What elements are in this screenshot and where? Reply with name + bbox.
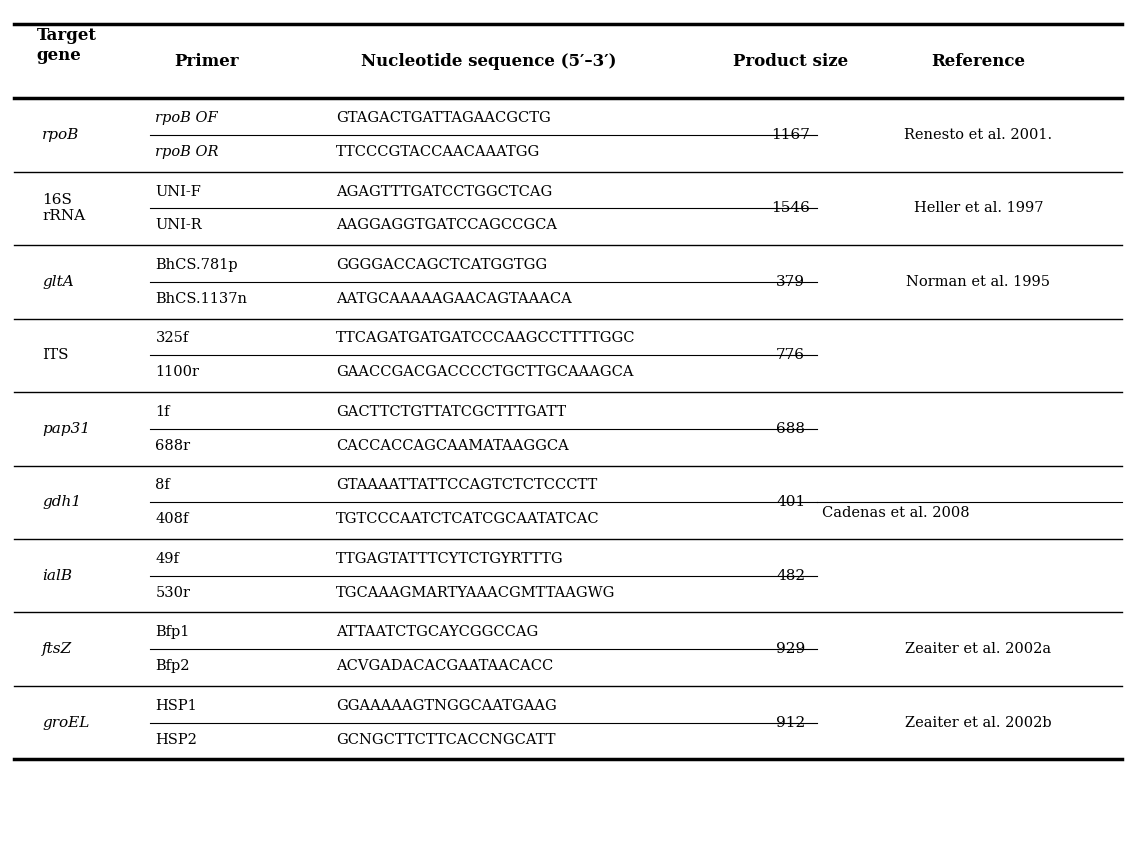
Text: rpoB OF: rpoB OF xyxy=(156,111,218,125)
Text: TTGAGTATTTCYTCTGYRTTTG: TTGAGTATTTCYTCTGYRTTTG xyxy=(336,552,563,566)
Text: Heller et al. 1997: Heller et al. 1997 xyxy=(913,201,1043,215)
Text: GGAAAAAGTNGGCAATGAAG: GGAAAAAGTNGGCAATGAAG xyxy=(336,699,557,713)
Text: 912: 912 xyxy=(776,716,805,729)
Text: Zeaiter et al. 2002a: Zeaiter et al. 2002a xyxy=(905,643,1052,656)
Text: Product size: Product size xyxy=(733,53,849,70)
Text: 8f: 8f xyxy=(156,479,170,492)
Text: GCNGCTTCTTCACCNGCATT: GCNGCTTCTTCACCNGCATT xyxy=(336,733,556,746)
Text: GGGGACCAGCTCATGGTGG: GGGGACCAGCTCATGGTGG xyxy=(336,258,548,272)
Text: BhCS.781p: BhCS.781p xyxy=(156,258,239,272)
Text: ialB: ialB xyxy=(42,569,73,583)
Text: rpoB OR: rpoB OR xyxy=(156,144,219,159)
Text: 1100r: 1100r xyxy=(156,366,200,379)
Text: 776: 776 xyxy=(776,348,805,362)
Text: 325f: 325f xyxy=(156,332,189,345)
Text: Zeaiter et al. 2002b: Zeaiter et al. 2002b xyxy=(905,716,1052,729)
Text: 379: 379 xyxy=(776,275,805,289)
Text: TTCAGATGATGATCCCAAGCCTTTTGGC: TTCAGATGATGATCCCAAGCCTTTTGGC xyxy=(336,332,636,345)
Text: Norman et al. 1995: Norman et al. 1995 xyxy=(907,275,1051,289)
Text: TGTCCCAATCTCATCGCAATATCAC: TGTCCCAATCTCATCGCAATATCAC xyxy=(336,513,600,526)
Text: 688: 688 xyxy=(776,422,805,436)
Text: gdh1: gdh1 xyxy=(42,496,82,509)
Text: pap31: pap31 xyxy=(42,422,91,436)
Text: UNI-F: UNI-F xyxy=(156,184,201,199)
Text: 16S
rRNA: 16S rRNA xyxy=(42,193,85,224)
Text: Renesto et al. 2001.: Renesto et al. 2001. xyxy=(904,128,1052,142)
Text: AATGCAAAAAGAACAGTAAACA: AATGCAAAAAGAACAGTAAACA xyxy=(336,292,573,306)
Text: ftsZ: ftsZ xyxy=(42,643,73,656)
Text: ACVGADACACGAATAACACC: ACVGADACACGAATAACACC xyxy=(336,659,553,673)
Text: 401: 401 xyxy=(776,496,805,509)
Text: 482: 482 xyxy=(776,569,805,583)
Text: 1167: 1167 xyxy=(771,128,810,142)
Text: Bfp1: Bfp1 xyxy=(156,626,190,639)
Text: 929: 929 xyxy=(776,643,805,656)
Text: 49f: 49f xyxy=(156,552,179,566)
Text: Bfp2: Bfp2 xyxy=(156,659,190,673)
Text: Nucleotide sequence (5′–3′): Nucleotide sequence (5′–3′) xyxy=(361,53,617,70)
Text: 1f: 1f xyxy=(156,405,170,419)
Text: Cadenas et al. 2008: Cadenas et al. 2008 xyxy=(822,506,970,519)
Text: HSP1: HSP1 xyxy=(156,699,198,713)
Text: HSP2: HSP2 xyxy=(156,733,198,746)
Text: gltA: gltA xyxy=(42,275,74,289)
Text: 1546: 1546 xyxy=(771,201,810,215)
Text: BhCS.1137n: BhCS.1137n xyxy=(156,292,248,306)
Text: 530r: 530r xyxy=(156,586,191,599)
Text: 688r: 688r xyxy=(156,439,191,453)
Text: TTCCCGTACCAACAAATGG: TTCCCGTACCAACAAATGG xyxy=(336,144,541,159)
Text: Primer: Primer xyxy=(174,53,239,70)
Text: UNI-R: UNI-R xyxy=(156,218,202,232)
Text: TGCAAAGMARTYAAACGMTTAAGWG: TGCAAAGMARTYAAACGMTTAAGWG xyxy=(336,586,616,599)
Text: AGAGTTTGATCCTGGCTCAG: AGAGTTTGATCCTGGCTCAG xyxy=(336,184,552,199)
Text: groEL: groEL xyxy=(42,716,90,729)
Text: ATTAATCTGCAYCGGCCAG: ATTAATCTGCAYCGGCCAG xyxy=(336,626,538,639)
Text: AAGGAGGTGATCCAGCCGCA: AAGGAGGTGATCCAGCCGCA xyxy=(336,218,558,232)
Text: GTAAAATTATTCCAGTCTCTCCCTT: GTAAAATTATTCCAGTCTCTCCCTT xyxy=(336,479,598,492)
Text: Target
gene: Target gene xyxy=(36,27,97,64)
Text: rpoB: rpoB xyxy=(42,128,80,142)
Text: GAACCGACGACCCCTGCTTGCAAAGCA: GAACCGACGACCCCTGCTTGCAAAGCA xyxy=(336,366,634,379)
Text: GTAGACTGATTAGAACGCTG: GTAGACTGATTAGAACGCTG xyxy=(336,111,551,125)
Text: CACCACCAGCAAMATAAGGCA: CACCACCAGCAAMATAAGGCA xyxy=(336,439,569,453)
Text: ITS: ITS xyxy=(42,348,69,362)
Text: Reference: Reference xyxy=(932,53,1026,70)
Text: GACTTCTGTTATCGCTTTGATT: GACTTCTGTTATCGCTTTGATT xyxy=(336,405,567,419)
Text: 408f: 408f xyxy=(156,513,189,526)
